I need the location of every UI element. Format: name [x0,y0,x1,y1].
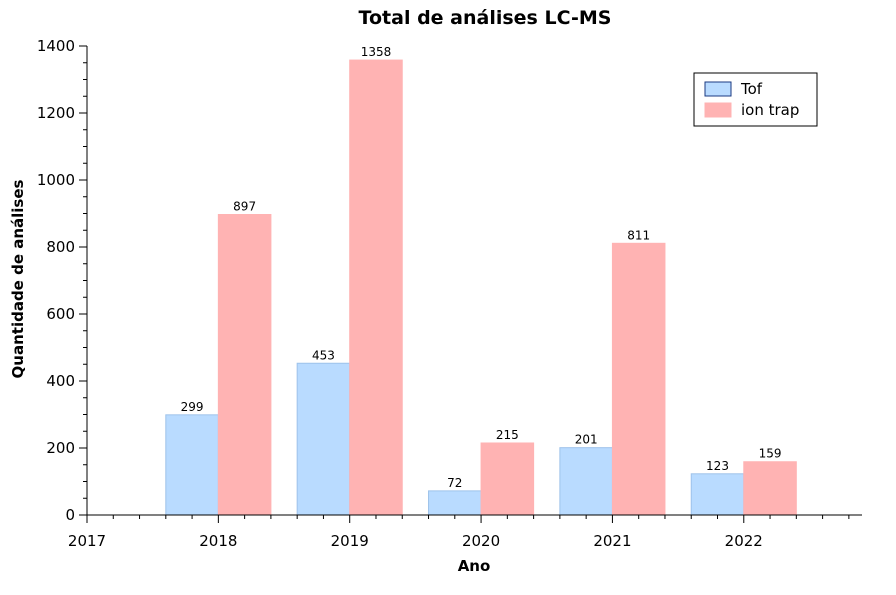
y-tick-label: 1000 [37,171,75,189]
bar-tof-2022 [690,473,745,516]
bar-labels-group: 299 897 453 1358 72 215 201 811 123 159 [181,45,782,490]
bar-value-label: 215 [496,428,519,442]
bar-ion-trap-2018 [217,214,272,516]
y-tick-label: 200 [46,439,75,457]
x-tick-label: 2022 [725,532,763,550]
y-tick-label: 1400 [37,37,75,55]
bar-value-label: 897 [233,200,256,214]
bar-value-label: 159 [759,447,782,461]
x-axis-label: Ano [458,557,491,575]
bars-group [165,59,797,516]
bar-ion-trap-2020 [480,442,535,516]
bar-value-label: 453 [312,348,335,362]
bar-tof-2018 [165,414,219,516]
y-axis-label: Quantidade de análises [9,179,27,378]
bar-tof-2021 [559,447,613,516]
bar-value-label: 72 [447,476,462,490]
bar-ion-trap-2021 [611,242,666,516]
y-tick-label: 800 [46,238,75,256]
x-tick-label: 2020 [462,532,500,550]
y-tick-label: 1200 [37,104,75,122]
y-tick-label: 0 [65,506,75,524]
bar-value-label: 123 [706,459,729,473]
chart-title: Total de análises LC-MS [359,7,612,29]
legend-swatch [704,102,732,118]
x-tick-label: 2017 [68,532,106,550]
bar-value-label: 201 [575,433,598,447]
legend-entry-label: Tof [740,80,763,98]
axes-group: 0 200 400 600 800 1000 1200 1400 2017 2018 2019 202… [37,37,862,550]
bar-value-label: 1358 [361,45,392,59]
bar-ion-trap-2019 [349,59,403,516]
bar-tof-2020 [428,490,482,516]
bar-value-label: 299 [181,400,204,414]
x-tick-label: 2018 [199,532,237,550]
y-tick-label: 400 [46,372,75,390]
bar-value-label: 811 [627,228,650,242]
legend-swatch [704,81,732,97]
legend-entry-label: ion trap [741,101,799,119]
x-tick-label: 2019 [331,532,369,550]
bar-tof-2019 [296,362,351,516]
x-tick-label: 2021 [593,532,631,550]
bar-ion-trap-2022 [743,461,797,516]
y-tick-label: 600 [46,305,75,323]
legend: Tof ion trap [693,72,818,127]
